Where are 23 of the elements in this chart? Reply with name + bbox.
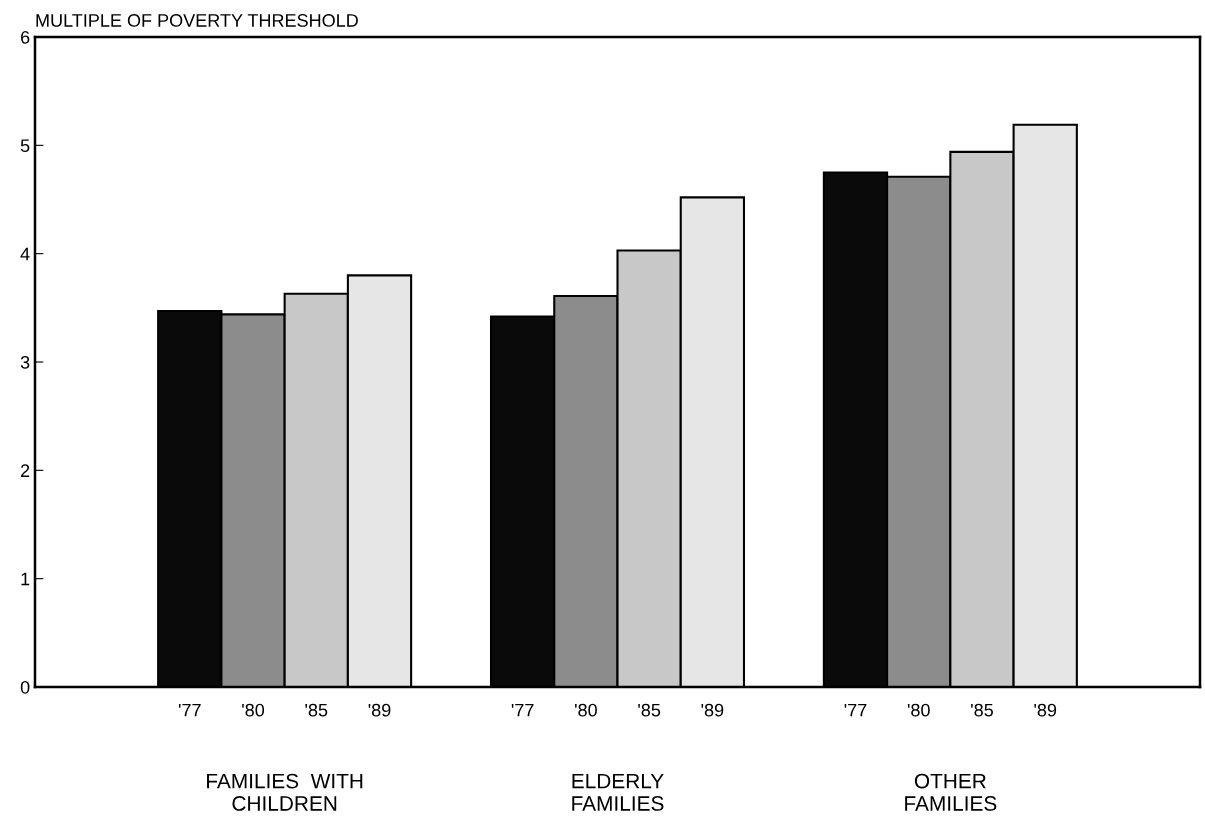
- text: '85: [638, 703, 661, 717]
- text: '77: [844, 703, 867, 717]
- text: '85: [971, 703, 993, 717]
- y-tick-label: 2: [21, 464, 30, 477]
- x-tick-label: FAMILIES WITH CHILDREN: [207, 773, 363, 811]
- y-tick-label: 4: [20, 247, 30, 261]
- y-tick-label: 6: [21, 30, 30, 44]
- series-label: '89: [368, 703, 391, 717]
- text: '80: [907, 703, 930, 717]
- x-tick-label: OTHER FAMILIES: [905, 773, 997, 811]
- text: '77: [511, 703, 534, 717]
- y-tick-label: 3: [20, 355, 30, 369]
- text: '89: [1034, 703, 1057, 717]
- y-axis-title: MULTIPLE OF POVERTY THRESHOLD: [36, 14, 358, 27]
- text: '89: [701, 703, 724, 717]
- y-tick-label: 5: [20, 139, 30, 153]
- series-label: '77: [178, 703, 201, 717]
- y-tick-label: 0: [20, 680, 30, 694]
- series-label: '80: [242, 703, 265, 717]
- y-tick-label: 1: [21, 572, 30, 586]
- text: '80: [575, 703, 597, 717]
- series-label: '85: [305, 703, 328, 717]
- x-tick-label: ELDERLY FAMILIES: [572, 773, 664, 811]
